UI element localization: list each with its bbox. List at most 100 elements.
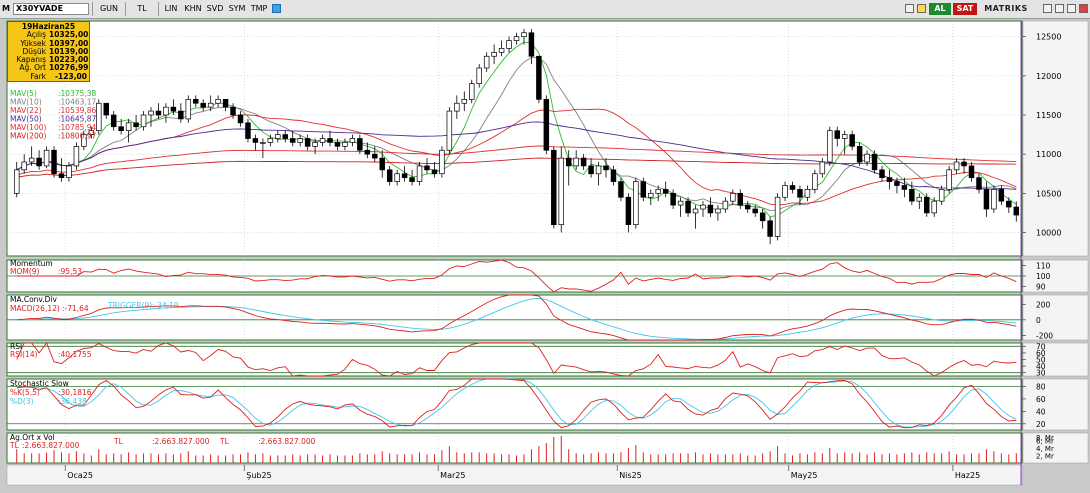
ohlc-label: Ağ. Ort (19, 63, 46, 73)
candle-body (1013, 206, 1020, 216)
currency-button[interactable]: TL (137, 4, 147, 13)
candle-body (36, 157, 42, 167)
y-tick-label: 10500 (1036, 189, 1061, 198)
candle-body (543, 98, 550, 151)
minimize-icon[interactable] (1055, 4, 1064, 13)
period-button[interactable]: GUN (99, 4, 119, 13)
candle-body (968, 165, 975, 179)
candle-body (879, 169, 885, 179)
panel-frame (6, 378, 1023, 431)
candle-body (409, 177, 415, 182)
indicator-line (16, 342, 1017, 377)
indicator-label: TRIGGER(9) (107, 301, 152, 310)
menu-button[interactable]: M (2, 4, 10, 13)
candle-body (909, 189, 915, 202)
buy-button[interactable]: AL (929, 3, 951, 15)
candle-body (491, 51, 497, 57)
ma-legend-value: :10539,86 (58, 106, 97, 115)
y-axis-strip (1022, 259, 1089, 293)
candle-body (21, 161, 27, 171)
settings-icon[interactable] (1043, 4, 1052, 13)
moving-average-line (16, 108, 1017, 206)
toolbar: M X30YVADE GUN TL LIN KHN SVD SYM TMP AL… (0, 0, 1090, 19)
candle-body (357, 138, 363, 151)
ohlc-label: Fark (30, 71, 46, 81)
tmp-button[interactable]: TMP (250, 4, 268, 13)
maximize-icon[interactable] (1067, 4, 1076, 13)
candle-body (961, 161, 967, 167)
candle-body (551, 149, 557, 226)
brand-logo: MATRIKS (984, 4, 1028, 13)
moving-average-line (16, 121, 1017, 190)
y-tick-label: -200 (1036, 331, 1053, 340)
ohlc-value: 10223,00 (49, 55, 89, 65)
sell-button[interactable]: SAT (953, 3, 977, 15)
indicator-value: :40,1755 (58, 350, 92, 359)
candle-body (610, 169, 617, 182)
candle-body (841, 134, 848, 139)
y-tick-label: 200 (1036, 300, 1051, 309)
candle-body (73, 145, 80, 167)
khn-button[interactable]: KHN (184, 4, 202, 13)
candle-body (1006, 200, 1012, 208)
x-tick-label: Nis25 (619, 471, 642, 480)
candle-body (946, 169, 952, 190)
panel-frame (6, 20, 1023, 257)
candle-body (580, 157, 587, 167)
candle-body (789, 185, 796, 190)
indicator-label: RSI(14) (10, 350, 38, 359)
symbol-input[interactable]: X30YVADE (13, 3, 89, 15)
y-axis-strip (1022, 342, 1089, 377)
y-tick-label: 2, Mr (1036, 453, 1054, 461)
candle-body (476, 67, 482, 85)
y-tick-label: 8, Mr (1036, 434, 1054, 442)
candle-body (66, 165, 72, 179)
y-tick-label: 30 (1036, 369, 1046, 378)
candle-body (924, 196, 930, 214)
candle-body (245, 122, 251, 139)
candle-body (431, 169, 438, 175)
y-tick-label: 80 (1036, 382, 1046, 391)
ma-legend-name: MAV(22) (10, 106, 42, 115)
candle-body (260, 142, 266, 144)
candle-body (394, 173, 400, 182)
panel-title: MA.Conv.Div (10, 295, 58, 304)
indicator-label: MOM(9) (10, 267, 40, 276)
candle-body (677, 200, 684, 206)
candle-body (730, 192, 736, 202)
ma-legend-name: MAV(50) (10, 115, 42, 124)
y-axis-strip (1022, 432, 1089, 464)
detach-icon[interactable] (905, 4, 914, 13)
candle-body (536, 55, 542, 100)
candle-body (275, 134, 281, 139)
ohlc-value: 10139,00 (49, 46, 89, 56)
lock-icon[interactable] (917, 4, 926, 13)
y-tick-label: 6, Mr (1036, 438, 1054, 446)
svd-button[interactable]: SVD (206, 4, 224, 13)
indicator-line (16, 378, 1017, 429)
candle-body (342, 142, 348, 147)
candle-body (118, 126, 124, 132)
indicator-value: :-34,19 (152, 301, 179, 310)
y-tick-label: 50 (1036, 356, 1046, 365)
ohlc-value: 10397,00 (49, 38, 89, 48)
candle-body (222, 98, 229, 108)
candle-body (424, 165, 430, 171)
candle-body (349, 138, 356, 143)
close-icon[interactable] (1079, 4, 1088, 13)
indicator-value: :2.663.827.000 (22, 441, 80, 450)
candle-body (976, 177, 982, 190)
candle-body (670, 192, 676, 206)
candle-body (901, 185, 908, 190)
scale-button[interactable]: LIN (164, 4, 178, 13)
candle-body (51, 149, 57, 175)
candle-body (170, 106, 177, 112)
y-tick-label: 11000 (1036, 150, 1061, 159)
y-tick-label: 10000 (1036, 229, 1061, 238)
candle-body (797, 189, 803, 198)
candle-body (498, 48, 505, 53)
sym-button[interactable]: SYM (228, 4, 246, 13)
ma-legend-value: :10645,87 (58, 115, 97, 124)
twitter-icon[interactable] (272, 4, 281, 13)
